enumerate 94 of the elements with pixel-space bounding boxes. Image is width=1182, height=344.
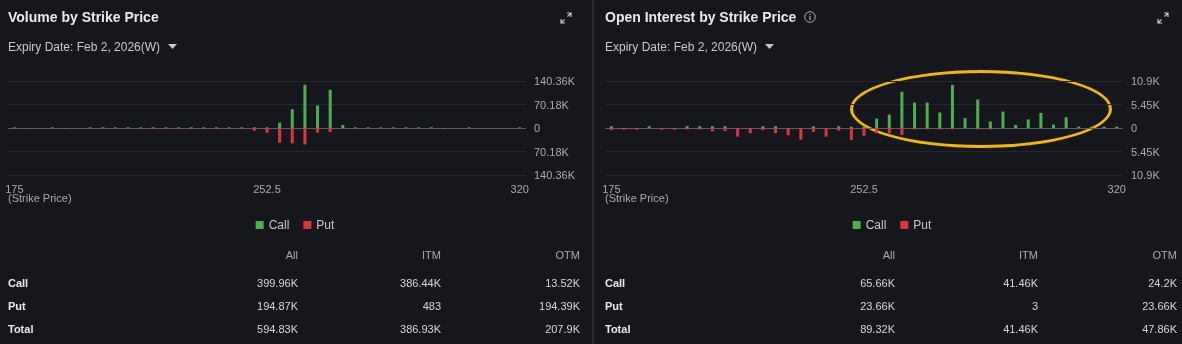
- bar: [265, 128, 269, 133]
- bar: [799, 128, 803, 140]
- y-tick-label: 5.45K: [1131, 98, 1161, 111]
- text: Call: [8, 277, 29, 289]
- legend-label: Call: [268, 218, 290, 232]
- bar: [303, 84, 307, 128]
- text: Total: [8, 323, 34, 335]
- y-tick-label: 0: [1131, 122, 1138, 134]
- text: All: [882, 249, 895, 261]
- bar: [278, 128, 282, 143]
- bar: [341, 124, 345, 128]
- text: Call: [605, 277, 626, 289]
- bar: [887, 128, 891, 134]
- text: 23.66K: [860, 300, 895, 312]
- bar: [316, 128, 320, 133]
- bar: [900, 91, 904, 128]
- text: 594.83K: [257, 323, 298, 335]
- bar: [938, 112, 942, 128]
- bar: [1001, 111, 1005, 128]
- text: Total: [605, 323, 631, 335]
- text: 89.32K: [860, 323, 895, 335]
- chart-title: Open Interest by Strike Price: [605, 9, 797, 25]
- y-tick-label: 5.45K: [1131, 145, 1161, 158]
- x-tick-label: 252.5: [850, 182, 878, 195]
- text: 386.44K: [400, 277, 441, 289]
- bar: [963, 118, 967, 128]
- x-tick-label: 320: [1107, 182, 1126, 195]
- bar: [1026, 119, 1030, 128]
- bar: [290, 109, 294, 128]
- bar: [875, 118, 879, 128]
- bar: [1014, 124, 1018, 128]
- text: 194.39K: [539, 300, 580, 312]
- text: 13.52K: [545, 277, 580, 289]
- y-tick-label: 0: [534, 122, 541, 134]
- y-tick-label: 70.18K: [534, 98, 570, 111]
- text: 41.46K: [1003, 277, 1038, 289]
- legend-label: Put: [316, 218, 336, 232]
- text: OTM: [555, 249, 580, 261]
- y-tick-label: 140.36K: [534, 75, 576, 87]
- text: 207.9K: [545, 323, 580, 335]
- text: 386.93K: [400, 323, 441, 335]
- text: Put: [8, 300, 26, 312]
- bar: [328, 89, 332, 128]
- bar: [303, 128, 307, 145]
- bar: [913, 102, 917, 128]
- text: 47.86K: [1142, 323, 1177, 335]
- text: 483: [422, 300, 441, 312]
- bar: [988, 121, 992, 128]
- text: 3: [1031, 300, 1038, 312]
- y-tick-label: 70.18K: [534, 145, 570, 158]
- chart-subtitle: Expiry Date: Feb 2, 2026(W): [8, 40, 161, 54]
- bar: [887, 114, 891, 128]
- text: OTM: [1152, 249, 1177, 261]
- text: 194.87K: [257, 300, 298, 312]
- legend-label: Put: [913, 218, 933, 232]
- bar: [748, 128, 752, 134]
- chart-title: Volume by Strike Price: [8, 9, 159, 25]
- bar: [774, 128, 778, 134]
- y-tick-label: 10.9K: [1131, 75, 1161, 87]
- bar: [736, 128, 740, 137]
- bar: [316, 105, 320, 128]
- text: 23.66K: [1142, 300, 1177, 312]
- text: 41.46K: [1003, 323, 1038, 335]
- text: ITM: [422, 249, 441, 261]
- text: 65.66K: [860, 277, 895, 289]
- bar: [786, 128, 790, 136]
- bar: [976, 99, 980, 128]
- bar: [710, 128, 714, 132]
- text: Put: [605, 300, 623, 312]
- bar: [811, 128, 815, 132]
- bar: [328, 128, 332, 133]
- bar: [723, 128, 727, 132]
- y-tick-label: 140.36K: [534, 169, 576, 181]
- text: All: [285, 249, 298, 261]
- text: ITM: [1019, 249, 1038, 261]
- bar: [900, 128, 904, 135]
- chart-subtitle: Expiry Date: Feb 2, 2026(W): [605, 40, 758, 54]
- bar: [875, 128, 879, 134]
- y-tick-label: 10.9K: [1131, 169, 1161, 181]
- legend-label: Call: [865, 218, 887, 232]
- text: 399.96K: [257, 277, 298, 289]
- bar: [950, 84, 954, 128]
- bar: [1039, 112, 1043, 128]
- bar: [1052, 124, 1056, 128]
- bar: [1064, 117, 1068, 128]
- bar: [278, 122, 282, 128]
- x-tick-label: 320: [510, 182, 529, 195]
- bar: [925, 102, 929, 128]
- bar: [862, 128, 866, 136]
- text: 24.2K: [1148, 277, 1177, 289]
- bar: [290, 128, 294, 144]
- bar: [824, 128, 828, 137]
- bar: [849, 128, 853, 141]
- x-tick-label: 252.5: [253, 182, 281, 195]
